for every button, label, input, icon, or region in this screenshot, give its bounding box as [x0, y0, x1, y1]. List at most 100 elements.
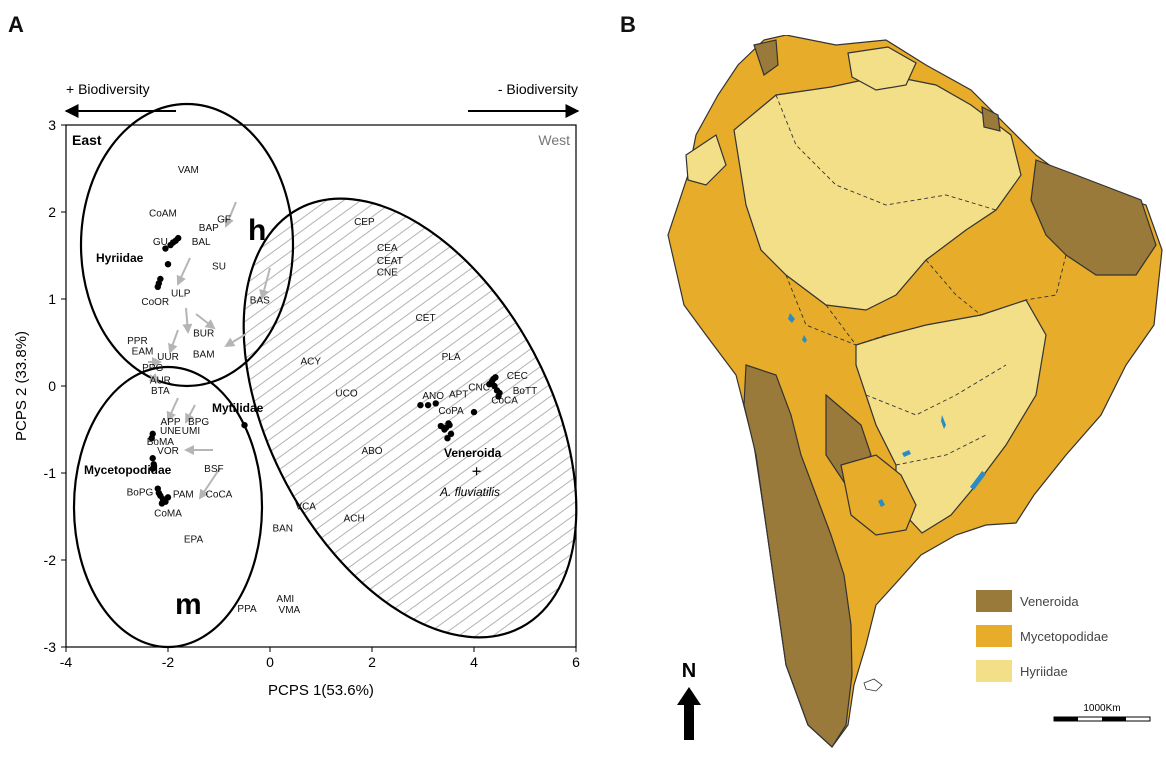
- data-point: [149, 455, 156, 462]
- mytilidae-label: Mytilidae: [212, 401, 264, 415]
- x-axis-title: PCPS 1(53.6%): [268, 682, 374, 699]
- site-label: GF: [217, 214, 231, 225]
- lakes: [788, 313, 986, 507]
- north-label: N: [682, 660, 696, 682]
- y-tick-label: -3: [44, 639, 57, 655]
- north-arrow: N: [677, 660, 701, 740]
- map-base: [667, 35, 1163, 748]
- legend-swatch-hyriidae: [976, 660, 1012, 682]
- group-m-label: m: [175, 588, 202, 621]
- legend-swatch-veneroida: [976, 590, 1012, 612]
- site-label: UMI: [182, 426, 200, 437]
- site-label: EAM: [132, 347, 154, 358]
- south-america-map: Veneroida Mycetopodidae Hyriidae N 1000K…: [667, 35, 1163, 748]
- data-point: [492, 374, 499, 381]
- site-label: PPG: [142, 363, 163, 374]
- site-label: CoCA: [491, 395, 518, 406]
- panel-b-letter: B: [620, 12, 636, 37]
- west-group-ellipse: [242, 197, 578, 639]
- data-point: [470, 408, 478, 416]
- site-label: PLA: [442, 352, 461, 363]
- x-tick-label: -4: [60, 654, 73, 670]
- h-group-ellipse: [79, 102, 295, 388]
- x-tick-label: -2: [162, 654, 175, 670]
- axes: -4 -2 0 2 4 6 3 2 1 0 -1 -2 -3: [44, 117, 581, 670]
- east-label: East: [72, 132, 102, 148]
- legend-label-hyriidae: Hyriidae: [1020, 664, 1068, 679]
- site-label: CEAT: [377, 256, 403, 267]
- site-label: BoMA: [147, 437, 175, 448]
- site-label: APT: [449, 389, 468, 400]
- site-label: GU: [153, 237, 168, 248]
- site-label: BoPG: [127, 488, 154, 499]
- data-point: [164, 494, 172, 501]
- scale-bar: 1000Km: [1053, 703, 1151, 722]
- site-label: BUR: [193, 328, 214, 339]
- group-h-label: h: [248, 214, 266, 247]
- site-label: CNE: [377, 268, 398, 279]
- site-label: CoOR: [141, 297, 169, 308]
- mycetopodidae-label: Mycetopodidae: [84, 463, 172, 477]
- a-fluviatilis-cross-marker: [472, 467, 481, 476]
- site-label: PPR: [127, 336, 148, 347]
- data-point: [417, 401, 424, 409]
- data-point: [162, 245, 169, 252]
- north-arrow-icon: [677, 687, 701, 740]
- basin-boundaries: [775, 94, 1067, 466]
- data-point: [444, 435, 451, 442]
- y-tick-label: -2: [44, 552, 57, 568]
- trajectory-arrows: [148, 201, 271, 500]
- site-label: VCA: [295, 502, 316, 513]
- data-points: [148, 234, 503, 507]
- site-label: ULP: [171, 288, 191, 299]
- site-label: CoMA: [154, 509, 182, 520]
- site-label: VMA: [279, 605, 301, 616]
- data-point: [164, 261, 172, 268]
- data-point: [241, 421, 248, 429]
- data-point: [432, 400, 439, 407]
- y-tick-label: -1: [44, 465, 57, 481]
- x-tick-label: 4: [470, 654, 478, 670]
- site-label: UCO: [335, 388, 357, 399]
- left-arrow-label: + Biodiversity: [66, 81, 150, 97]
- site-label: BAL: [192, 237, 211, 248]
- site-label: BoTT: [513, 386, 537, 397]
- data-point: [424, 401, 432, 409]
- site-label: CEP: [354, 217, 375, 228]
- site-label: AMI: [276, 594, 294, 605]
- site-label: BSF: [204, 464, 223, 475]
- site-label: ACH: [344, 514, 365, 525]
- data-point: [175, 234, 182, 242]
- y-tick-label: 2: [48, 204, 56, 220]
- data-point: [496, 389, 503, 397]
- site-label: SU: [212, 261, 226, 272]
- pca-scatter-chart: + Biodiversity - Biodiversity -4 -2 0 2 4 6 3 2…: [13, 81, 581, 699]
- data-point: [447, 430, 455, 438]
- site-label: BAM: [193, 349, 215, 360]
- hyriidae-label: Hyriidae: [96, 251, 144, 265]
- site-label: AUR: [150, 375, 171, 386]
- west-label: West: [538, 132, 570, 148]
- y-tick-label: 3: [48, 117, 56, 133]
- panel-a-letter: A: [8, 12, 24, 37]
- y-tick-label: 0: [48, 378, 56, 394]
- right-arrow-label: - Biodiversity: [498, 81, 578, 97]
- legend-label-mycetopodidae: Mycetopodidae: [1020, 629, 1108, 644]
- veneroida-label: Veneroida: [444, 446, 502, 460]
- data-point: [486, 381, 493, 388]
- site-label: PAM: [173, 489, 194, 500]
- scale-label: 1000Km: [1083, 703, 1120, 714]
- data-point: [441, 426, 448, 433]
- data-point: [155, 280, 163, 287]
- site-label: APP: [161, 417, 181, 428]
- site-label: BAS: [250, 295, 270, 306]
- x-tick-label: 0: [266, 654, 274, 670]
- site-label: CoAM: [149, 208, 177, 219]
- site-label: UUR: [157, 352, 179, 363]
- site-label: CEA: [377, 243, 398, 254]
- site-label: VAM: [178, 165, 199, 176]
- site-label: CET: [416, 313, 436, 324]
- site-label: BAN: [272, 523, 293, 534]
- data-point: [149, 465, 156, 472]
